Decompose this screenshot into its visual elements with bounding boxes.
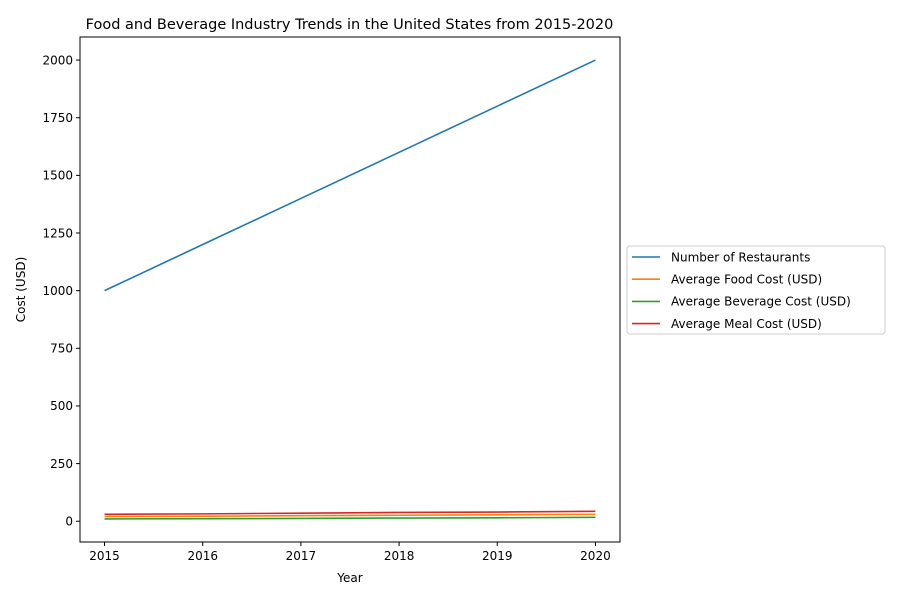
legend-box bbox=[626, 245, 886, 335]
y-tick-label: 0 bbox=[65, 515, 73, 529]
y-tick-label: 1750 bbox=[42, 111, 73, 125]
x-tick-label: 2015 bbox=[89, 549, 120, 563]
legend-label: Average Food Cost (USD) bbox=[671, 273, 822, 287]
x-tick-label: 2016 bbox=[187, 549, 218, 563]
plot-area bbox=[79, 36, 621, 543]
legend-label: Average Meal Cost (USD) bbox=[671, 317, 822, 331]
x-axis-title: Year bbox=[336, 571, 362, 585]
y-tick-label: 750 bbox=[50, 342, 73, 356]
x-tick-label: 2018 bbox=[384, 549, 415, 563]
series-line-1 bbox=[104, 59, 596, 292]
y-tick-label: 1500 bbox=[42, 169, 73, 183]
series-line-3 bbox=[104, 516, 596, 520]
series-line-4 bbox=[104, 510, 596, 516]
legend-label: Average Beverage Cost (USD) bbox=[671, 295, 851, 309]
y-axis: 0 250 500 750 1000 1250 1500 1750 2000 bbox=[42, 53, 80, 529]
series-line-2 bbox=[104, 513, 596, 518]
series-layer bbox=[104, 59, 596, 520]
x-tick-label: 2017 bbox=[286, 549, 317, 563]
x-tick-label: 2019 bbox=[482, 549, 513, 563]
legend-label: Number of Restaurants bbox=[671, 250, 810, 264]
y-tick-label: 1000 bbox=[42, 284, 73, 298]
y-tick-label: 2000 bbox=[42, 53, 73, 67]
legend: Number of Restaurants Average Food Cost (… bbox=[626, 245, 886, 335]
x-tick-label: 2020 bbox=[580, 549, 611, 563]
chart-title: Food and Beverage Industry Trends in the… bbox=[86, 17, 614, 33]
y-axis-title: Cost (USD) bbox=[14, 257, 28, 323]
y-tick-label: 500 bbox=[50, 399, 73, 413]
x-axis: 2015 2016 2017 2018 2019 2020 bbox=[89, 542, 611, 563]
y-tick-label: 1250 bbox=[42, 226, 73, 240]
y-tick-label: 250 bbox=[50, 457, 73, 471]
